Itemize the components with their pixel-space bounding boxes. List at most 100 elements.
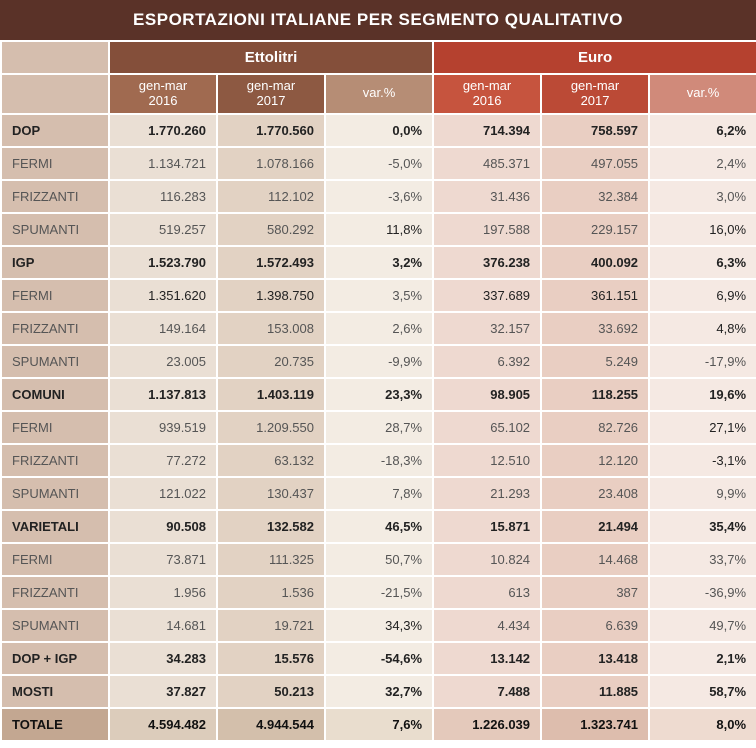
cell-uv: 27,1% xyxy=(649,411,756,444)
total-uv: 8,0% xyxy=(649,708,756,741)
sub-header-row: gen-mar2016 gen-mar2017 var.% gen-mar201… xyxy=(1,74,756,114)
cell-uv: 33,7% xyxy=(649,543,756,576)
row-label: DOP xyxy=(1,114,109,147)
cell-u16: 6.392 xyxy=(433,345,541,378)
row-label: FERMI xyxy=(1,543,109,576)
cell-e17: 112.102 xyxy=(217,180,325,213)
cell-ev: 50,7% xyxy=(325,543,433,576)
cell-e16: 73.871 xyxy=(109,543,217,576)
cell-u16: 31.436 xyxy=(433,180,541,213)
cell-e17: 1.536 xyxy=(217,576,325,609)
cell-uv: 49,7% xyxy=(649,609,756,642)
cell-ev: -54,6% xyxy=(325,642,433,675)
cell-ev: 2,6% xyxy=(325,312,433,345)
table-row: SPUMANTI23.00520.735-9,9%6.3925.249-17,9… xyxy=(1,345,756,378)
cell-u17: 14.468 xyxy=(541,543,649,576)
cell-e17: 111.325 xyxy=(217,543,325,576)
cell-ev: 34,3% xyxy=(325,609,433,642)
cell-ev: 32,7% xyxy=(325,675,433,708)
subheader-eur-2016: gen-mar2016 xyxy=(433,74,541,114)
table-row: FERMI1.134.7211.078.166-5,0%485.371497.0… xyxy=(1,147,756,180)
row-label: VARIETALI xyxy=(1,510,109,543)
subheader-eur-var: var.% xyxy=(649,74,756,114)
subheader-ett-2017: gen-mar2017 xyxy=(217,74,325,114)
table-row: DOP1.770.2601.770.5600,0%714.394758.5976… xyxy=(1,114,756,147)
cell-ev: 3,5% xyxy=(325,279,433,312)
cell-e16: 149.164 xyxy=(109,312,217,345)
cell-u17: 32.384 xyxy=(541,180,649,213)
table-row: FERMI1.351.6201.398.7503,5%337.689361.15… xyxy=(1,279,756,312)
row-label: FRIZZANTI xyxy=(1,180,109,213)
cell-u16: 98.905 xyxy=(433,378,541,411)
cell-u17: 497.055 xyxy=(541,147,649,180)
cell-uv: 35,4% xyxy=(649,510,756,543)
cell-e17: 580.292 xyxy=(217,213,325,246)
cell-e16: 1.523.790 xyxy=(109,246,217,279)
cell-u17: 13.418 xyxy=(541,642,649,675)
row-label: SPUMANTI xyxy=(1,345,109,378)
row-label: FRIZZANTI xyxy=(1,312,109,345)
table-row: SPUMANTI14.68119.72134,3%4.4346.63949,7% xyxy=(1,609,756,642)
cell-uv: 6,9% xyxy=(649,279,756,312)
table-row: IGP1.523.7901.572.4933,2%376.238400.0926… xyxy=(1,246,756,279)
cell-u17: 82.726 xyxy=(541,411,649,444)
row-label: FERMI xyxy=(1,411,109,444)
cell-u16: 714.394 xyxy=(433,114,541,147)
cell-uv: 16,0% xyxy=(649,213,756,246)
cell-e17: 1.403.119 xyxy=(217,378,325,411)
total-e16: 4.594.482 xyxy=(109,708,217,741)
cell-e16: 1.956 xyxy=(109,576,217,609)
cell-e16: 116.283 xyxy=(109,180,217,213)
table-row: VARIETALI90.508132.58246,5%15.87121.4943… xyxy=(1,510,756,543)
cell-uv: 19,6% xyxy=(649,378,756,411)
subheader-blank xyxy=(1,74,109,114)
cell-e17: 1.078.166 xyxy=(217,147,325,180)
table-body: DOP1.770.2601.770.5600,0%714.394758.5976… xyxy=(1,114,756,708)
row-label: SPUMANTI xyxy=(1,609,109,642)
cell-u16: 4.434 xyxy=(433,609,541,642)
cell-e17: 1.770.560 xyxy=(217,114,325,147)
row-label: FRIZZANTI xyxy=(1,444,109,477)
total-u17: 1.323.741 xyxy=(541,708,649,741)
cell-e16: 1.137.813 xyxy=(109,378,217,411)
cell-u16: 32.157 xyxy=(433,312,541,345)
subheader-ett-2016: gen-mar2016 xyxy=(109,74,217,114)
cell-uv: 2,1% xyxy=(649,642,756,675)
header-blank xyxy=(1,41,109,74)
cell-uv: -36,9% xyxy=(649,576,756,609)
cell-e16: 1.134.721 xyxy=(109,147,217,180)
subheader-ett-var: var.% xyxy=(325,74,433,114)
cell-u16: 15.871 xyxy=(433,510,541,543)
cell-ev: 28,7% xyxy=(325,411,433,444)
table-row: SPUMANTI519.257580.29211,8%197.588229.15… xyxy=(1,213,756,246)
cell-e17: 153.008 xyxy=(217,312,325,345)
cell-u17: 5.249 xyxy=(541,345,649,378)
cell-u16: 10.824 xyxy=(433,543,541,576)
cell-e16: 34.283 xyxy=(109,642,217,675)
cell-ev: -21,5% xyxy=(325,576,433,609)
table-row: MOSTI37.82750.21332,7%7.48811.88558,7% xyxy=(1,675,756,708)
total-label: TOTALE xyxy=(1,708,109,741)
cell-uv: 4,8% xyxy=(649,312,756,345)
cell-u16: 21.293 xyxy=(433,477,541,510)
cell-ev: -5,0% xyxy=(325,147,433,180)
cell-e16: 77.272 xyxy=(109,444,217,477)
cell-uv: 9,9% xyxy=(649,477,756,510)
table-row: FERMI73.871111.32550,7%10.82414.46833,7% xyxy=(1,543,756,576)
total-e17: 4.944.544 xyxy=(217,708,325,741)
cell-u16: 197.588 xyxy=(433,213,541,246)
cell-u17: 758.597 xyxy=(541,114,649,147)
table-row: DOP + IGP34.28315.576-54,6%13.14213.4182… xyxy=(1,642,756,675)
row-label: IGP xyxy=(1,246,109,279)
cell-e17: 20.735 xyxy=(217,345,325,378)
row-label: SPUMANTI xyxy=(1,213,109,246)
cell-e16: 1.351.620 xyxy=(109,279,217,312)
cell-ev: 11,8% xyxy=(325,213,433,246)
cell-u16: 376.238 xyxy=(433,246,541,279)
cell-uv: 6,3% xyxy=(649,246,756,279)
cell-ev: 46,5% xyxy=(325,510,433,543)
group-header-euro: Euro xyxy=(433,41,756,74)
cell-e16: 23.005 xyxy=(109,345,217,378)
total-row: TOTALE 4.594.482 4.944.544 7,6% 1.226.03… xyxy=(1,708,756,741)
cell-ev: -18,3% xyxy=(325,444,433,477)
